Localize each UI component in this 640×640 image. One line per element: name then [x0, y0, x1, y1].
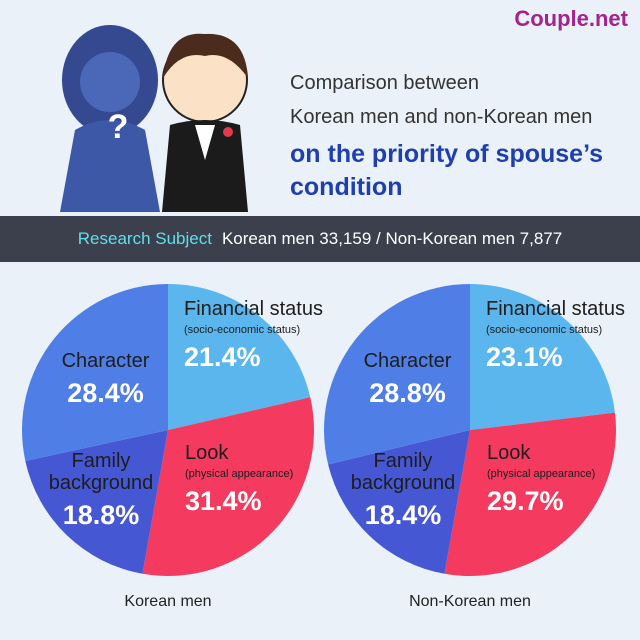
category-note: (physical appearance) [185, 468, 294, 480]
category-name: Family background [350, 450, 456, 494]
category-name: Character [363, 350, 452, 372]
slice-label: Financial status (socio-economic status) 2… [486, 298, 636, 373]
slice-label: Financial status (socio-economic status) 2… [184, 298, 334, 373]
category-name: Financial status [184, 298, 323, 320]
pie-slice [328, 430, 470, 574]
category-name: Look [487, 442, 531, 464]
value-label: 28.8% [369, 378, 446, 408]
illustration: ? [60, 25, 248, 212]
title-line: Comparison between [290, 72, 479, 94]
title-line: Korean men and non-Korean men [290, 106, 593, 128]
pie-title: Korean men [124, 593, 212, 610]
category-name: Financial status [486, 298, 625, 320]
pie-slice [324, 284, 470, 465]
pie-slice [470, 284, 615, 430]
slice-label: Family background 18.4% [338, 450, 468, 531]
pie-slice [21, 284, 168, 461]
value-label: 18.8% [62, 500, 140, 530]
title-highlight: on the priority of spouse’s [290, 140, 603, 168]
brand: Couple.net [514, 6, 628, 31]
title-highlight: condition [290, 173, 403, 201]
value-label: 23.1% [486, 342, 563, 372]
pie-slice [444, 412, 616, 576]
banner: Research Subject Korean men 33,159 / Non-… [0, 216, 640, 262]
banner-text: Korean men 33,159 / Non-Korean men 7,877 [221, 229, 563, 248]
pie-slice [25, 430, 169, 574]
value-label: 29.7% [487, 486, 564, 516]
category-name: Family background [48, 450, 154, 494]
category-name: Look [185, 442, 229, 464]
value-label: 18.4% [364, 500, 442, 530]
category-note: (socio-economic status) [486, 324, 603, 336]
slice-label: Character 28.8% [345, 350, 470, 409]
slice-label: Character 28.4% [43, 350, 168, 409]
slice-label: Family background 18.8% [36, 450, 166, 531]
category-note: (physical appearance) [487, 468, 596, 480]
slice-label: Look (physical appearance) 29.7% [487, 442, 637, 517]
category-note: (socio-economic status) [184, 324, 301, 336]
value-label: 21.4% [184, 342, 261, 372]
banner-label: Research Subject [77, 229, 212, 248]
pie-title: Non-Korean men [409, 593, 531, 610]
value-label: 31.4% [185, 486, 262, 516]
category-name: Character [61, 350, 150, 372]
pie-slice [168, 284, 311, 430]
value-label: 28.4% [67, 378, 144, 408]
slice-label: Look (physical appearance) 31.4% [185, 442, 335, 517]
svg-text:?: ? [108, 108, 129, 146]
pie-slice [142, 397, 314, 576]
